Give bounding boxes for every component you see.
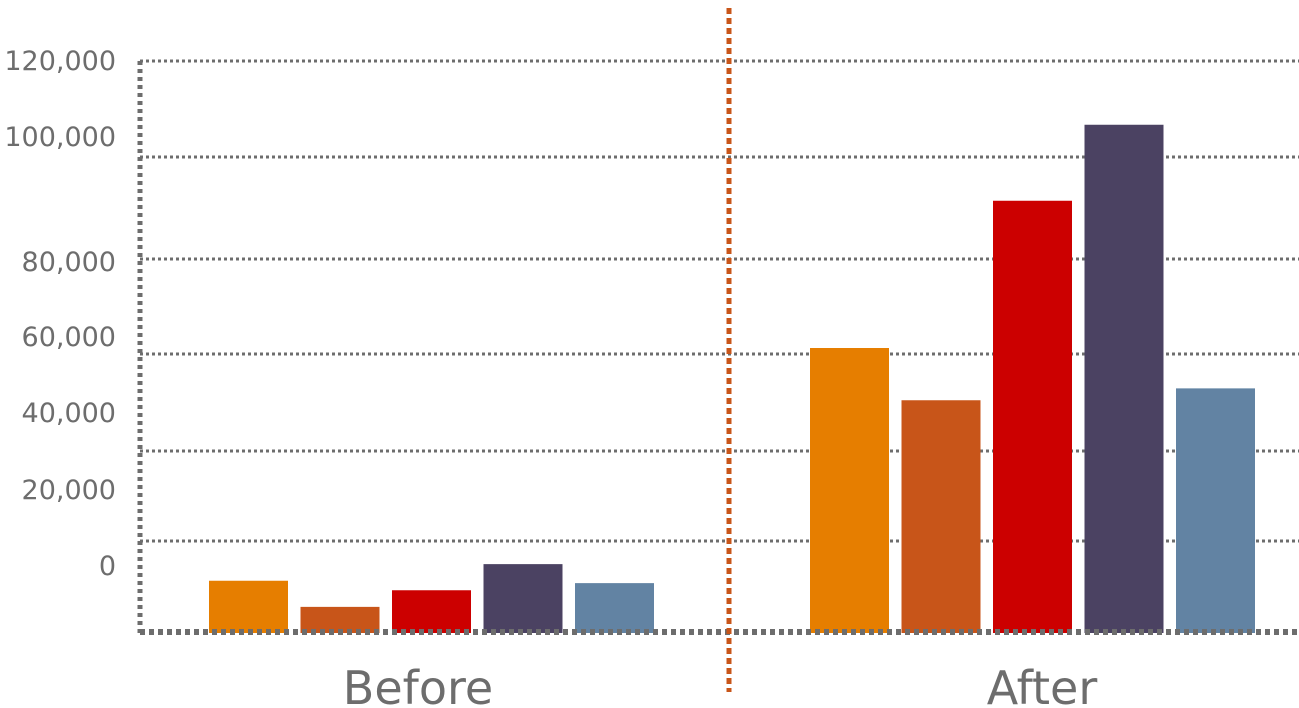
y-tick-label: 60,000 <box>22 322 116 353</box>
bar <box>483 564 563 633</box>
y-axis: 120,000 100,000 80,000 60,000 40,000 20,000 0 <box>4 46 143 633</box>
y-tick-label: 20,000 <box>22 475 116 506</box>
y-tick-label: 40,000 <box>22 398 116 429</box>
bar <box>575 583 654 633</box>
bar <box>209 580 288 633</box>
bar <box>1176 388 1255 633</box>
x-category-label: Before <box>343 661 493 708</box>
y-tick-label: 0 <box>99 551 116 582</box>
bar <box>993 200 1072 633</box>
bar <box>392 590 471 633</box>
bar <box>901 400 981 633</box>
x-category-label: After <box>987 661 1098 708</box>
y-tick-label: 80,000 <box>22 247 116 278</box>
y-tick-label: 120,000 <box>4 46 116 77</box>
y-tick-label: 100,000 <box>4 122 116 153</box>
x-axis: Before After <box>140 629 1299 708</box>
bar <box>1084 124 1164 633</box>
gridlines <box>140 59 1299 543</box>
bars <box>209 124 1255 633</box>
bar <box>300 606 380 633</box>
bar <box>810 348 889 633</box>
